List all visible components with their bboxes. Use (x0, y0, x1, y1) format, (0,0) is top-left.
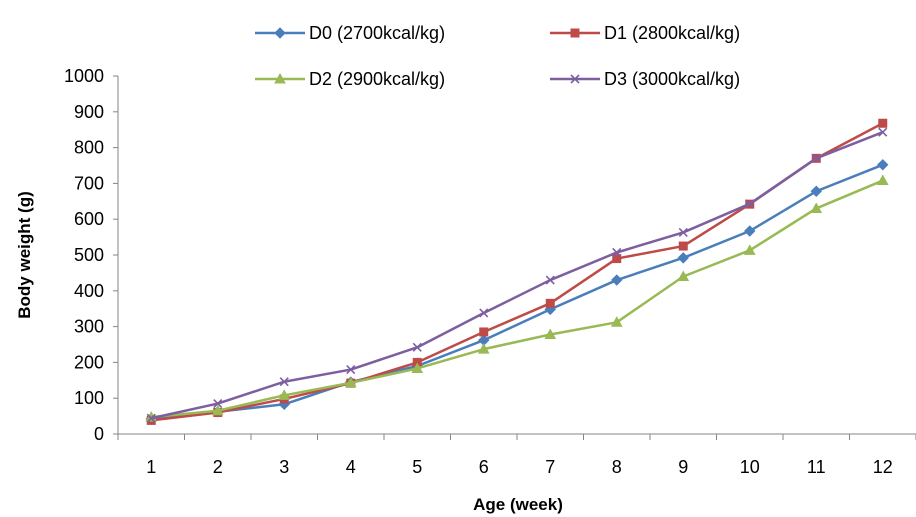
y-tick-label: 400 (74, 281, 104, 301)
legend-marker (570, 28, 580, 38)
marker-stroke (612, 247, 622, 258)
data-point (411, 362, 424, 373)
marker-stroke (745, 199, 755, 209)
marker-stroke (570, 74, 580, 84)
data-point (612, 247, 622, 258)
data-point (479, 308, 489, 318)
data-point (346, 364, 356, 375)
x-tick-label: 2 (213, 457, 223, 477)
data-point (877, 159, 889, 171)
data-point (677, 252, 689, 264)
data-point (745, 199, 755, 209)
marker-stroke (479, 308, 489, 318)
marker-stroke (545, 275, 555, 285)
data-point (678, 227, 688, 238)
data-point (146, 413, 156, 423)
x-tick-label: 3 (279, 457, 289, 477)
data-point (278, 389, 291, 400)
data-point (545, 298, 555, 308)
data-point (677, 270, 690, 281)
data-point (611, 274, 623, 286)
data-point (344, 376, 357, 388)
marker-stroke (346, 364, 356, 375)
y-axis: 0 100 200 300 400 500 600 700 800 900 1000 (64, 66, 119, 444)
series-line (151, 163, 884, 421)
y-tick-label: 200 (74, 352, 104, 372)
data-point (479, 327, 489, 337)
series-line (151, 179, 884, 419)
y-tick-label: 1000 (64, 66, 104, 86)
data-point (612, 254, 622, 264)
x-axis-title: Age (week) (473, 495, 563, 514)
y-axis-title: Body weight (g) (15, 191, 34, 318)
data-point (211, 404, 224, 416)
x-tick-label: 7 (545, 457, 555, 477)
x-tick-label: 5 (412, 457, 422, 477)
marker-stroke (213, 399, 223, 409)
x-axis: 1 2 3 4 5 6 7 8 9 10 11 12 (117, 433, 916, 477)
marker-stroke (878, 127, 888, 137)
legend-marker (274, 27, 286, 39)
y-tick-label: 600 (74, 209, 104, 229)
series-2 (145, 174, 889, 422)
series-line (150, 131, 884, 420)
legend-item: D3 (3000kcal/kg) (550, 69, 740, 89)
legend-marker (570, 74, 580, 84)
data-point (477, 343, 490, 354)
x-tick-label: 8 (612, 457, 622, 477)
marker-stroke (279, 377, 289, 387)
x-tick-label: 12 (873, 457, 893, 477)
legend: D0 (2700kcal/kg) D1 (2800kcal/kg) D2 (2900… (255, 23, 740, 89)
x-tick-label: 10 (740, 457, 760, 477)
data-point (878, 118, 888, 128)
data-point (810, 202, 823, 213)
legend-label: D3 (3000kcal/kg) (604, 69, 740, 89)
series-3 (146, 127, 888, 423)
y-tick-label: 800 (74, 138, 104, 158)
marker-stroke (412, 342, 422, 352)
legend-label: D2 (2900kcal/kg) (309, 69, 445, 89)
legend-item: D0 (2700kcal/kg) (255, 23, 445, 43)
data-point (545, 275, 555, 285)
data-point (412, 342, 422, 352)
data-point (743, 244, 756, 255)
series-1 (146, 118, 888, 425)
y-tick-label: 900 (74, 102, 104, 122)
marker-stroke (678, 227, 688, 238)
legend-item: D2 (2900kcal/kg) (255, 69, 445, 89)
x-tick-label: 1 (146, 457, 156, 477)
data-point (878, 127, 888, 137)
x-tick-label: 11 (807, 457, 826, 477)
data-point (678, 241, 688, 251)
data-point (744, 225, 756, 237)
y-tick-label: 500 (74, 245, 104, 265)
data-point (876, 174, 889, 186)
data-point (213, 399, 223, 409)
x-tick-label: 6 (479, 457, 489, 477)
data-point (811, 153, 821, 163)
legend-marker (274, 72, 286, 84)
data-point (279, 377, 289, 387)
data-point (544, 328, 557, 339)
series-0 (145, 159, 889, 425)
data-point (810, 185, 822, 197)
y-tick-label: 700 (74, 173, 104, 193)
y-tick-label: 300 (74, 317, 104, 337)
marker-stroke (811, 153, 821, 163)
y-tick-label: 0 (94, 424, 104, 444)
legend-item: D1 (2800kcal/kg) (550, 23, 740, 43)
y-tick-label: 100 (74, 388, 104, 408)
series-layer (145, 118, 889, 425)
x-tick-label: 9 (678, 457, 688, 477)
legend-label: D0 (2700kcal/kg) (309, 23, 445, 43)
legend-label: D1 (2800kcal/kg) (604, 23, 740, 43)
series-line (151, 122, 884, 422)
x-tick-label: 4 (346, 457, 356, 477)
marker-stroke (146, 413, 156, 423)
data-point (610, 316, 623, 327)
